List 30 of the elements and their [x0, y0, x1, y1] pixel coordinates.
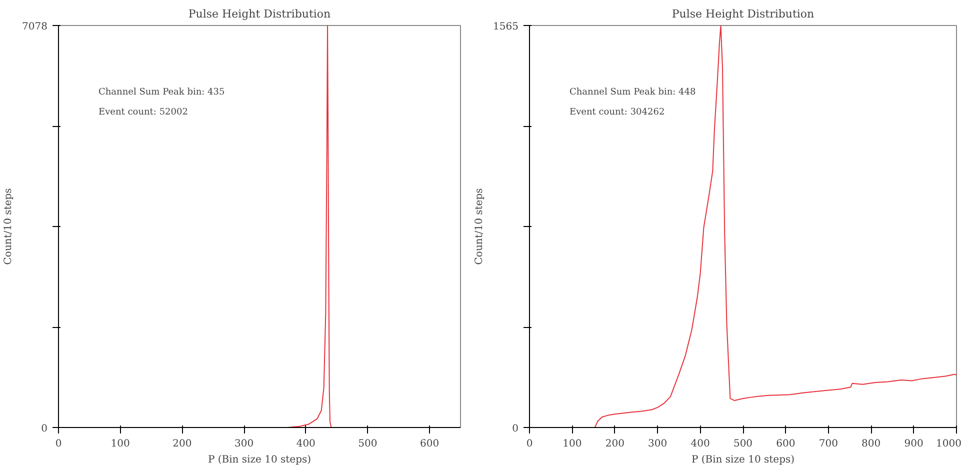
x-tick-label: 500 — [733, 438, 753, 450]
x-tick-label: 200 — [172, 438, 192, 450]
annotation: Event count: 52002 — [98, 108, 188, 118]
x-tick-label: 300 — [234, 438, 254, 450]
x-tick-label: 600 — [420, 438, 440, 450]
chart-title: Pulse Height Distribution — [188, 8, 331, 20]
y-tick-label: 1565 — [493, 22, 519, 32]
x-tick-label: 500 — [358, 438, 378, 450]
x-axis-title: P (Bin size 10 steps) — [691, 454, 795, 466]
x-tick-label: 100 — [110, 438, 130, 450]
x-tick-label: 700 — [818, 438, 838, 450]
y-tick-label: 7078 — [22, 22, 48, 32]
annotation: Event count: 304262 — [570, 108, 665, 118]
x-tick-label: 800 — [862, 438, 881, 450]
x-tick-label: 400 — [690, 438, 710, 450]
x-tick-label: 0 — [55, 438, 62, 450]
x-tick-label: 600 — [776, 438, 796, 450]
y-axis-title: Count/10 steps — [3, 188, 14, 265]
chart-title: Pulse Height Distribution — [672, 8, 814, 20]
x-tick-label: 1000 — [936, 438, 961, 450]
y-axis-title: Count/10 steps — [474, 188, 486, 265]
x-tick-label: 400 — [296, 438, 316, 450]
x-axis-title: P (Bin size 10 steps) — [208, 454, 312, 466]
annotation: Channel Sum Peak bin: 448 — [570, 88, 696, 98]
x-tick-label: 300 — [648, 438, 668, 450]
x-tick-label: 0 — [526, 438, 533, 450]
x-tick-label: 900 — [904, 438, 924, 450]
annotation: Channel Sum Peak bin: 435 — [98, 88, 225, 98]
x-tick-label: 100 — [562, 438, 582, 450]
x-tick-label: 200 — [605, 438, 624, 450]
